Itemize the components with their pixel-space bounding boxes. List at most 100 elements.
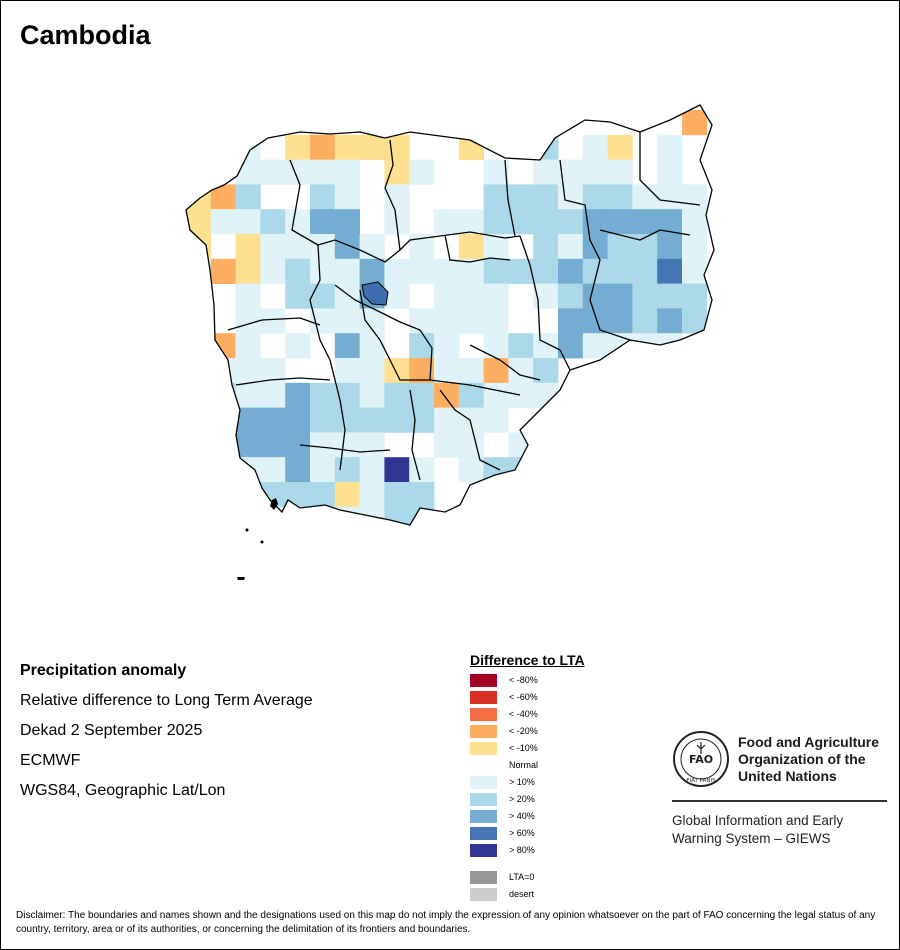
anomaly-cell [458, 457, 484, 483]
anomaly-cell [458, 209, 484, 235]
anomaly-cell [260, 457, 286, 483]
anomaly-cell [657, 308, 683, 334]
anomaly-cell [682, 283, 708, 309]
anomaly-cell [334, 134, 360, 160]
anomaly-cell [434, 209, 460, 235]
anomaly-cell [359, 333, 385, 359]
anomaly-cell [508, 358, 534, 384]
anomaly-cell [657, 134, 683, 160]
anomaly-cell [260, 159, 286, 185]
anomaly-cell [558, 234, 584, 260]
anomaly-cell [334, 258, 360, 284]
anomaly-cell [310, 457, 336, 483]
anomaly-cell [533, 209, 559, 235]
anomaly-cell [533, 184, 559, 210]
anomaly-cell [260, 308, 286, 334]
anomaly-cell [334, 159, 360, 185]
anomaly-cell [657, 184, 683, 210]
anomaly-cell [434, 283, 460, 309]
anomaly-cell [632, 184, 658, 210]
legend-swatch [470, 742, 497, 755]
legend-item: < -20% [470, 723, 585, 740]
anomaly-cell [384, 358, 410, 384]
anomaly-cell [334, 333, 360, 359]
svg-text:FAO: FAO [689, 753, 713, 766]
anomaly-cell [607, 283, 633, 309]
anomaly-cell [682, 234, 708, 260]
anomaly-cell [632, 333, 658, 359]
legend-label: LTA=0 [509, 872, 535, 882]
legend-label: > 80% [509, 845, 535, 855]
anomaly-cell [359, 432, 385, 458]
anomaly-cell [483, 159, 509, 185]
anomaly-cell [657, 159, 683, 185]
anomaly-cell [558, 184, 584, 210]
anomaly-cell [384, 457, 410, 483]
anomaly-cell [434, 407, 460, 433]
anomaly-cell [657, 333, 683, 359]
anomaly-cell [384, 258, 410, 284]
anomaly-cell [310, 382, 336, 408]
anomaly-cell [186, 333, 212, 359]
anomaly-cell [483, 308, 509, 334]
anomaly-cell [285, 209, 311, 235]
anomaly-cell [682, 258, 708, 284]
anomaly-cell [285, 283, 311, 309]
anomaly-cell [210, 184, 236, 210]
fao-divider [672, 800, 887, 802]
anomaly-cell [235, 134, 261, 160]
legend-swatch [470, 674, 497, 687]
legend-label: > 40% [509, 811, 535, 821]
anomaly-cell [582, 159, 608, 185]
legend-swatch [470, 793, 497, 806]
anomaly-cell [235, 283, 261, 309]
legend-label: < -60% [509, 692, 538, 702]
anomaly-cell [359, 258, 385, 284]
anomaly-cell [186, 184, 212, 210]
legend-label: < -10% [509, 743, 538, 753]
province-boundary [309, 244, 331, 361]
anomaly-cell [210, 457, 236, 483]
legend-item: > 10% [470, 774, 585, 791]
legend-item: desert [470, 886, 585, 903]
anomaly-cell [657, 283, 683, 309]
legend-label: < -20% [509, 726, 538, 736]
anomaly-cell [334, 234, 360, 260]
province-boundary [519, 235, 571, 371]
legend-item: < -40% [470, 706, 585, 723]
anomaly-cell [607, 184, 633, 210]
province-boundary [639, 132, 701, 206]
province-boundaries [185, 104, 715, 526]
anomaly-cell [558, 258, 584, 284]
anomaly-cell [310, 234, 336, 260]
anomaly-cell [310, 407, 336, 433]
anomaly-cell [682, 308, 708, 334]
anomaly-cell [582, 184, 608, 210]
anomaly-cell [508, 432, 534, 458]
anomaly-cell [458, 407, 484, 433]
legend-extra-items: LTA=0 desert [470, 869, 585, 903]
anomaly-cell [260, 258, 286, 284]
anomaly-cell [186, 283, 212, 309]
anomaly-cell [483, 258, 509, 284]
legend-item: > 20% [470, 791, 585, 808]
anomaly-cell [334, 482, 360, 508]
info-source: ECMWF [20, 752, 81, 769]
disclaimer: Disclaimer: The boundaries and names sho… [16, 910, 876, 935]
province-boundary [227, 317, 321, 331]
anomaly-cell [334, 209, 360, 235]
anomaly-cell [186, 308, 212, 334]
anomaly-cell [310, 432, 336, 458]
anomaly-cell [285, 382, 311, 408]
anomaly-cell [260, 432, 286, 458]
anomaly-cell [434, 333, 460, 359]
anomaly-cell [235, 333, 261, 359]
anomaly-cell [186, 432, 212, 458]
anomaly-cell [409, 482, 435, 508]
anomaly-cell [632, 283, 658, 309]
anomaly-cell [483, 184, 509, 210]
legend-swatch [470, 776, 497, 789]
legend-item: > 80% [470, 842, 585, 859]
anomaly-cell [508, 333, 534, 359]
anomaly-cell [483, 333, 509, 359]
